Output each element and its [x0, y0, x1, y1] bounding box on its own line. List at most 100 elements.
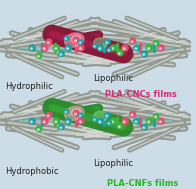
Circle shape: [55, 48, 57, 50]
Circle shape: [65, 118, 72, 124]
Circle shape: [60, 54, 62, 55]
Circle shape: [148, 48, 150, 50]
Circle shape: [74, 113, 76, 115]
Circle shape: [117, 50, 123, 56]
Circle shape: [153, 40, 159, 46]
Circle shape: [142, 124, 147, 130]
Circle shape: [97, 118, 104, 124]
Circle shape: [79, 48, 81, 50]
Circle shape: [143, 53, 145, 55]
Circle shape: [36, 53, 42, 58]
Text: Hydrophobic: Hydrophobic: [5, 167, 58, 176]
Circle shape: [135, 121, 137, 123]
Circle shape: [93, 44, 97, 48]
Circle shape: [79, 121, 81, 123]
Circle shape: [107, 48, 112, 52]
Circle shape: [148, 121, 150, 123]
Circle shape: [80, 115, 81, 116]
Circle shape: [60, 127, 62, 129]
Circle shape: [106, 115, 108, 117]
Circle shape: [99, 121, 101, 123]
Circle shape: [54, 45, 60, 51]
Circle shape: [59, 124, 64, 130]
Circle shape: [119, 53, 120, 54]
Circle shape: [38, 56, 39, 57]
Circle shape: [67, 48, 69, 50]
Text: Lipophilic: Lipophilic: [93, 74, 133, 83]
Circle shape: [46, 112, 52, 118]
Text: Lipophilic: Lipophilic: [93, 159, 133, 168]
Circle shape: [31, 121, 32, 123]
Circle shape: [122, 118, 128, 124]
Circle shape: [110, 45, 116, 51]
Circle shape: [135, 48, 137, 50]
Circle shape: [134, 45, 140, 51]
Ellipse shape: [65, 106, 84, 120]
Ellipse shape: [94, 111, 107, 121]
Ellipse shape: [94, 38, 107, 48]
Circle shape: [155, 43, 156, 44]
Circle shape: [106, 42, 108, 43]
Circle shape: [79, 113, 83, 117]
Circle shape: [47, 42, 49, 44]
Circle shape: [146, 118, 152, 124]
Circle shape: [160, 121, 161, 123]
Circle shape: [79, 40, 83, 44]
Circle shape: [43, 121, 45, 123]
Circle shape: [134, 118, 140, 124]
Circle shape: [74, 40, 76, 42]
Circle shape: [64, 109, 69, 114]
Circle shape: [73, 110, 79, 116]
Circle shape: [94, 119, 95, 120]
Circle shape: [64, 36, 69, 40]
Circle shape: [123, 121, 125, 123]
Circle shape: [55, 121, 57, 123]
Circle shape: [99, 48, 101, 50]
Circle shape: [105, 112, 110, 118]
Circle shape: [112, 48, 113, 50]
Circle shape: [123, 48, 125, 50]
Circle shape: [131, 114, 133, 116]
Circle shape: [107, 121, 112, 125]
Circle shape: [94, 46, 95, 47]
Circle shape: [130, 38, 136, 44]
Circle shape: [112, 121, 113, 123]
Circle shape: [65, 111, 66, 113]
Circle shape: [78, 118, 84, 124]
Circle shape: [97, 45, 104, 51]
Circle shape: [158, 118, 164, 124]
Circle shape: [122, 45, 128, 51]
Circle shape: [130, 112, 136, 117]
Circle shape: [42, 45, 48, 51]
Circle shape: [38, 129, 39, 130]
Circle shape: [73, 37, 79, 43]
Circle shape: [160, 48, 161, 50]
Circle shape: [65, 38, 66, 39]
Circle shape: [110, 118, 116, 124]
Circle shape: [36, 126, 42, 132]
Text: PLA-CNFs films: PLA-CNFs films: [107, 179, 179, 188]
Circle shape: [119, 126, 120, 128]
Circle shape: [29, 118, 35, 124]
Circle shape: [155, 116, 156, 118]
Circle shape: [67, 121, 69, 123]
Ellipse shape: [65, 33, 84, 47]
Circle shape: [47, 115, 49, 117]
Ellipse shape: [71, 35, 81, 43]
Circle shape: [158, 45, 164, 51]
Circle shape: [131, 41, 133, 43]
Circle shape: [153, 114, 159, 119]
Circle shape: [142, 51, 147, 57]
Circle shape: [80, 42, 81, 43]
Circle shape: [43, 48, 45, 50]
Circle shape: [65, 45, 72, 51]
Text: Hydrophilic: Hydrophilic: [5, 82, 53, 91]
Ellipse shape: [71, 108, 81, 116]
Circle shape: [54, 118, 60, 124]
Circle shape: [29, 45, 35, 51]
Circle shape: [108, 50, 110, 51]
Circle shape: [31, 48, 32, 50]
Circle shape: [93, 117, 97, 121]
Circle shape: [143, 127, 145, 129]
Circle shape: [105, 39, 110, 45]
